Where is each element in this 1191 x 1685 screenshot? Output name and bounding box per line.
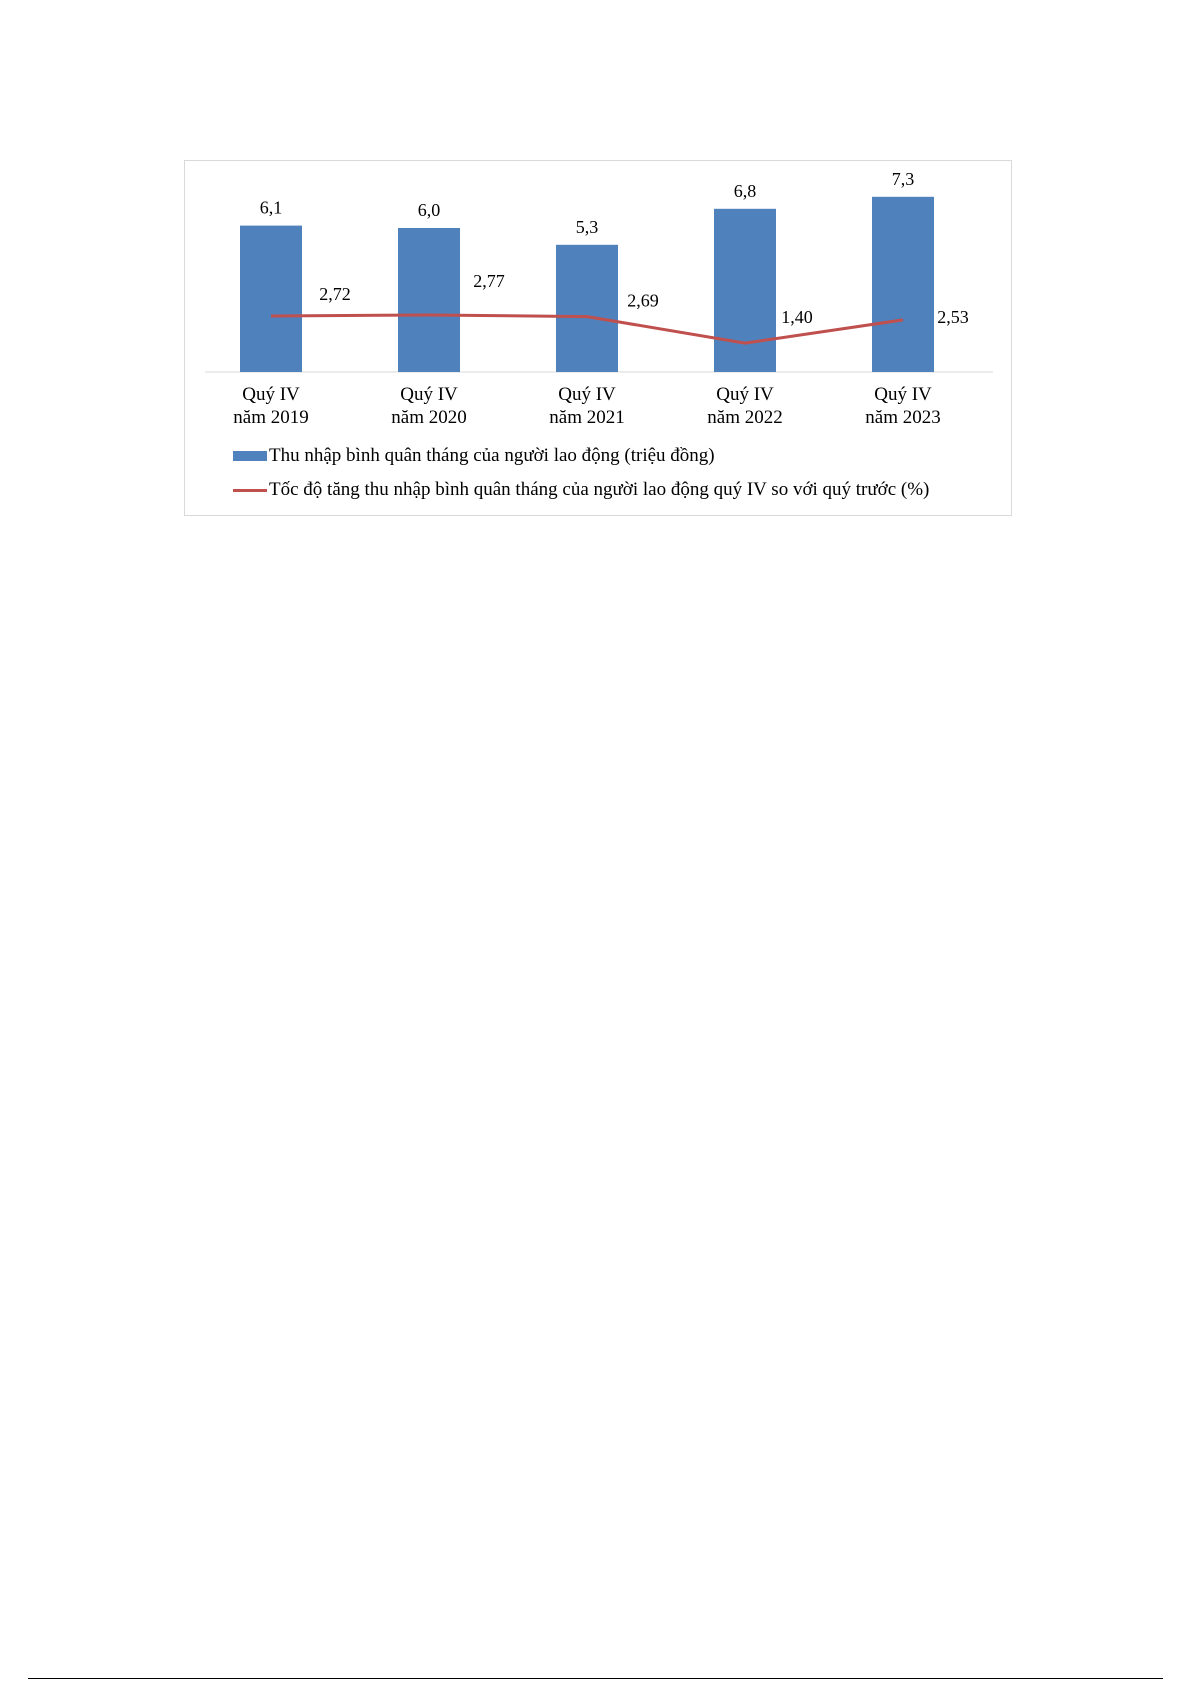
line-series [270,313,904,345]
x-tick-label-4: Quý IV năm 2022 [707,384,782,428]
x-tick-label-line: năm 2023 [865,407,940,428]
line-value-label-3: 2,69 [627,291,659,311]
bar-5 [872,196,934,372]
page-footer-rule [28,1678,1163,1679]
x-tick-label-line: năm 2020 [391,407,466,428]
bar-4 [714,208,776,372]
bar-1 [240,225,302,372]
bar-value-label-2: 6,0 [418,200,441,220]
bar-2 [398,228,460,372]
chart-frame: 6,1 6,0 5,3 6,8 7,3 2,72 2,77 2,69 1,40 2,53 Quý I… [184,160,1012,516]
x-tick-label-line: Quý IV [558,384,616,405]
legend-bar-label: Thu nhập bình quân tháng của người lao đ… [269,445,715,466]
chart-plot: 6,1 6,0 5,3 6,8 7,3 2,72 2,77 2,69 1,40 2,53 Quý I… [205,169,993,428]
bar-value-label-1: 6,1 [260,198,283,218]
bar-value-label-3: 5,3 [576,217,599,237]
x-tick-label-line: Quý IV [874,384,932,405]
x-tick-label-line: Quý IV [716,384,774,405]
legend-entry-bar: Thu nhập bình quân tháng của người lao đ… [233,443,993,469]
legend-line-swatch [233,488,267,492]
line-value-label-4: 1,40 [781,307,813,327]
x-tick-label-line: năm 2022 [707,407,782,428]
bar-value-label-4: 6,8 [734,181,757,201]
line-value-label-2: 2,77 [473,271,505,291]
x-tick-label-2: Quý IV năm 2020 [391,384,466,428]
x-tick-label-line: năm 2019 [233,407,308,428]
legend-bar-swatch [233,451,267,461]
x-tick-label-1: Quý IV năm 2019 [233,384,308,428]
x-tick-label-line: năm 2021 [549,407,624,428]
bar-value-label-5: 7,3 [892,169,915,189]
legend-entry-line: Tốc độ tăng thu nhập bình quân tháng của… [233,477,993,503]
legend-line-label: Tốc độ tăng thu nhập bình quân tháng của… [269,479,930,500]
line-value-label-5: 2,53 [937,307,969,327]
x-tick-label-5: Quý IV năm 2023 [865,384,940,428]
bar-3 [556,244,618,372]
line-value-label-1: 2,72 [319,284,351,304]
x-tick-label-3: Quý IV năm 2021 [549,384,624,428]
x-tick-label-line: Quý IV [400,384,458,405]
x-tick-label-line: Quý IV [242,384,300,405]
